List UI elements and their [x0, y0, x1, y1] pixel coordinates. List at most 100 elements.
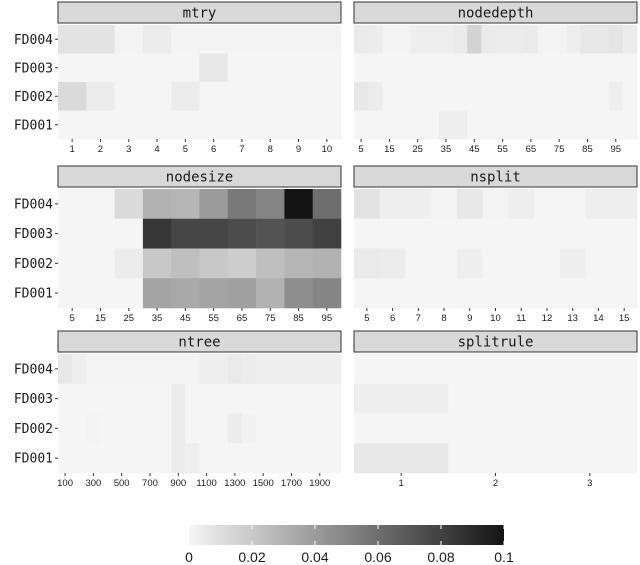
heatmap-cell	[284, 82, 313, 111]
heatmap-cell	[410, 25, 426, 54]
heatmap-cell	[213, 443, 229, 474]
x-tick-label: 12	[542, 313, 553, 324]
heatmap-cell	[227, 53, 257, 83]
heatmap-cell	[382, 25, 397, 54]
panel-ntree: ntree FD004 FD003 FD002 FD001 100 300 500 700 900…	[14, 330, 342, 489]
y-tick-label: FD001	[14, 452, 53, 467]
heatmap-cell	[86, 383, 101, 414]
heatmap-cell	[368, 110, 383, 140]
x-tick-label: 7	[416, 313, 421, 324]
heatmap-cell	[199, 443, 214, 474]
heatmap-cell	[585, 189, 612, 220]
heatmap-cell	[482, 248, 509, 279]
heatmap-cell	[396, 110, 411, 140]
heatmap-cell	[508, 218, 535, 249]
heatmap-cell	[354, 25, 369, 54]
heatmap-cell	[256, 413, 271, 444]
heatmap-cell	[482, 189, 509, 220]
heatmap-cell	[559, 248, 586, 279]
heatmap-cell	[509, 110, 525, 140]
heatmap-cell	[142, 278, 172, 309]
heatmap-cell	[382, 110, 397, 140]
heatmap-cell	[368, 25, 383, 54]
heatmap-cell	[185, 443, 200, 474]
heatmap-cell	[270, 413, 285, 444]
heatmap-cell	[312, 189, 342, 220]
heatmap-cell	[354, 189, 381, 220]
heatmap-cell	[227, 82, 257, 111]
heatmap-cell	[622, 25, 638, 54]
x-tick-label: 7	[239, 144, 244, 155]
heatmap-cell	[86, 189, 115, 220]
heatmap-cell	[227, 110, 257, 140]
x-tick-label: 5	[70, 313, 75, 324]
x-tick-label: 55	[497, 144, 508, 155]
x-tick-label: 14	[593, 313, 604, 324]
heatmap-cell	[424, 110, 440, 140]
legend-tick-label: 0.08	[427, 549, 454, 565]
heatmap-cell	[157, 383, 172, 414]
heatmap-cell	[227, 443, 243, 474]
heatmap-cell	[354, 53, 369, 83]
heatmap-cell	[185, 383, 200, 414]
heatmap-cell	[171, 383, 186, 414]
heatmap-cell	[114, 218, 144, 249]
panel-nsplit: nsplit 5 6 7 8 9 10 11 12 13 14 15	[353, 165, 638, 324]
heatmap-cell	[542, 413, 638, 444]
heatmap-cell	[199, 248, 229, 279]
heatmap-cell	[354, 248, 381, 279]
heatmap-cell	[453, 53, 468, 83]
heatmap-cell	[467, 53, 482, 83]
heatmap-cell	[354, 413, 449, 444]
x-tick-label: 13	[567, 313, 578, 324]
heatmap-cell	[552, 53, 567, 83]
x-tick-label: 1	[399, 478, 404, 489]
heatmap-cell	[58, 110, 87, 140]
heatmap-cell	[396, 25, 411, 54]
heatmap-cell	[58, 189, 87, 220]
y-tick-label: FD004	[14, 197, 53, 212]
heatmap-cell	[431, 218, 458, 249]
heatmap-cell	[326, 443, 342, 474]
heatmap-cell	[622, 82, 638, 111]
heatmap-cell	[86, 53, 115, 83]
legend-tick-label: 0.04	[301, 549, 328, 565]
heatmap-cell	[608, 25, 624, 54]
panel-title: nsplit	[470, 170, 521, 186]
heatmap-cell	[241, 383, 257, 414]
heatmap-cell	[608, 82, 624, 111]
heatmap-cell	[86, 354, 101, 385]
heatmap-cell	[456, 278, 483, 309]
heatmap-cell	[227, 278, 257, 309]
heatmap-cell	[128, 354, 144, 385]
heatmap-cell	[256, 218, 285, 249]
heatmap-cell	[114, 25, 144, 54]
heatmap-cell	[326, 413, 342, 444]
heatmap-cell	[199, 354, 214, 385]
heatmap-cell	[58, 53, 87, 83]
heatmap-cell	[611, 278, 638, 309]
x-tick-label: 85	[293, 313, 304, 324]
heatmap-cell	[284, 443, 299, 474]
heatmap-cell	[566, 82, 581, 111]
y-tick-label: FD001	[14, 287, 53, 302]
heatmap-cell	[199, 278, 229, 309]
heatmap-cell	[171, 218, 200, 249]
heatmap-cell	[611, 248, 638, 279]
heatmap-cell	[199, 53, 229, 83]
heatmap-cell	[227, 25, 257, 54]
heatmap-cell	[534, 218, 561, 249]
panel-nodesize: nodesize FD004 FD003 FD002 FD001 5 15 25 35 45 55 6…	[14, 165, 342, 324]
panel-title: nodedepth	[458, 6, 534, 22]
x-tick-label: 9	[467, 313, 472, 324]
heatmap-cell	[72, 354, 87, 385]
heatmap-cell	[508, 248, 535, 279]
heatmap-cell	[171, 278, 200, 309]
heatmap-cell	[509, 82, 525, 111]
heatmap-cell	[523, 110, 539, 140]
heatmap-cell	[142, 218, 172, 249]
x-tick-label: 1900	[309, 478, 330, 489]
heatmap-cell	[171, 354, 186, 385]
x-tick-label: 6	[211, 144, 216, 155]
heatmap-cell	[448, 354, 543, 385]
